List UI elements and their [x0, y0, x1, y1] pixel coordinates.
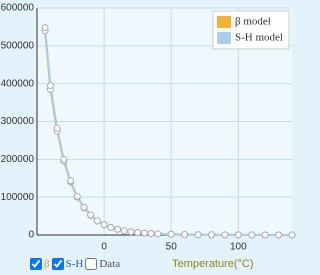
legend-label: S-H model	[235, 32, 283, 44]
checkbox-item[interactable]: Data	[85, 258, 120, 270]
y-tick-label: 600000	[1, 3, 35, 14]
data-point	[46, 82, 54, 90]
data-point	[288, 231, 296, 239]
y-tick-label: 300000	[1, 116, 35, 127]
legend-swatch	[217, 32, 231, 44]
data-point	[107, 223, 115, 231]
data-point	[41, 24, 49, 32]
y-tick-label: 500000	[1, 40, 35, 51]
y-tick-label: 400000	[1, 78, 35, 89]
chart: 0 100000 200000 300000 400000 500000 600000 0 50…	[1, 3, 296, 253]
data-point	[67, 177, 75, 185]
checkbox[interactable]	[85, 258, 98, 270]
data-point	[100, 221, 108, 229]
data-point	[127, 228, 135, 236]
data-point	[60, 155, 68, 163]
legend-label: β model	[235, 16, 271, 28]
data-point	[87, 211, 95, 219]
legend-swatch	[217, 16, 231, 28]
data-point	[114, 225, 122, 233]
data-point	[73, 192, 81, 200]
data-point	[261, 231, 269, 239]
checkbox-label: Data	[99, 258, 121, 270]
controls: β S-H Data Temperature(°C)	[30, 255, 254, 273]
data-point	[93, 217, 101, 225]
y-tick-label: 0	[28, 230, 34, 241]
checkbox[interactable]	[51, 258, 64, 270]
checkbox[interactable]	[30, 258, 42, 270]
checkbox-item[interactable]: S-H	[51, 258, 84, 270]
data-point	[248, 231, 256, 239]
checkbox-item[interactable]: β	[30, 258, 50, 270]
x-tick-label: 0	[101, 242, 107, 253]
data-point	[194, 231, 202, 239]
checkbox-label: S-H	[65, 258, 84, 270]
x-tick-label: 50	[166, 242, 178, 253]
data-point	[275, 231, 283, 239]
data-point	[234, 231, 242, 239]
y-tick-label: 100000	[1, 192, 35, 203]
data-point	[181, 231, 189, 239]
data-point	[207, 231, 215, 239]
data-point	[134, 229, 142, 237]
data-point	[167, 230, 175, 238]
data-point	[154, 230, 162, 238]
checkbox-label: β	[44, 258, 50, 270]
y-tick-label: 200000	[1, 154, 35, 165]
data-point	[140, 229, 148, 237]
data-point	[221, 231, 229, 239]
x-axis-label: Temperature(°C)	[172, 258, 254, 270]
data-point	[147, 229, 155, 237]
data-point	[80, 203, 88, 211]
data-point	[120, 227, 128, 235]
page: 0 100000 200000 300000 400000 500000 600000 0 50…	[0, 2, 296, 273]
data-point	[53, 124, 61, 132]
x-tick-label: 100	[230, 242, 247, 253]
